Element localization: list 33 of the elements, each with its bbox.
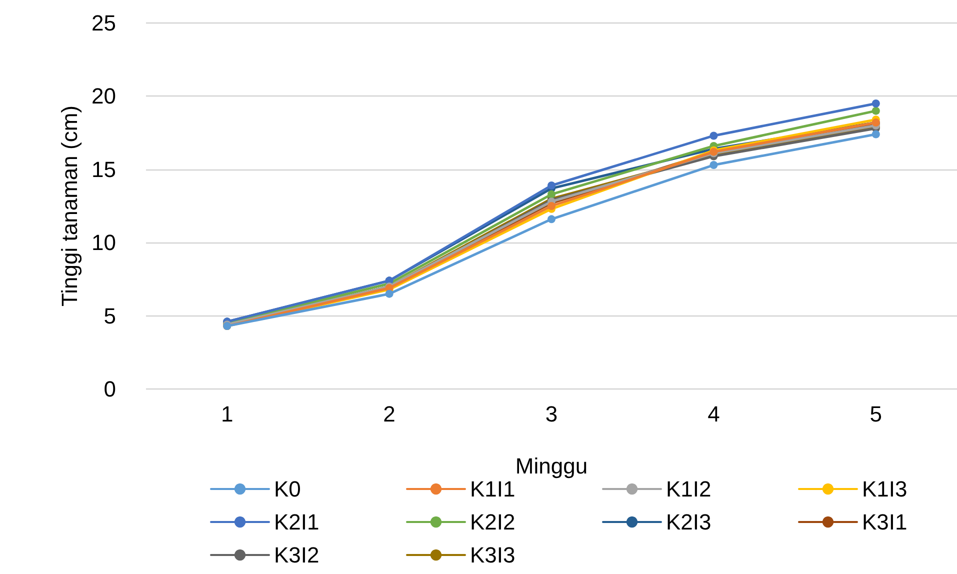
x-tick-label: 2 bbox=[383, 402, 396, 426]
legend-label: K3I3 bbox=[470, 542, 516, 568]
point bbox=[548, 215, 556, 224]
point bbox=[710, 132, 718, 140]
legend-label: K2I3 bbox=[666, 510, 712, 534]
x-tick-label: 5 bbox=[870, 402, 882, 426]
legend-label: K1I1 bbox=[470, 476, 516, 502]
point bbox=[385, 290, 394, 298]
legend-label: K3I1 bbox=[862, 510, 908, 534]
x-tick-label: 4 bbox=[708, 402, 720, 426]
point bbox=[548, 202, 556, 210]
x-axis-title: Minggu bbox=[515, 454, 588, 478]
y-tick-label: 20 bbox=[92, 84, 116, 109]
y-tick-label: 25 bbox=[92, 10, 116, 36]
x-tick-label: 1 bbox=[220, 402, 234, 426]
y-tick-label: 0 bbox=[104, 376, 116, 402]
point bbox=[548, 190, 556, 198]
x-tick-label: 3 bbox=[545, 402, 558, 426]
point bbox=[710, 161, 718, 170]
point bbox=[548, 182, 556, 190]
point bbox=[872, 106, 880, 115]
legend-label: K2I2 bbox=[470, 510, 516, 534]
legend-label: K3I2 bbox=[274, 542, 320, 568]
legend-label: K1I2 bbox=[666, 476, 712, 502]
legend-label: K2I1 bbox=[274, 510, 320, 534]
legend-label: K0 bbox=[274, 476, 301, 502]
y-tick-label: 10 bbox=[92, 230, 116, 256]
legend-label: K1I3 bbox=[862, 476, 908, 502]
y-axis-title: Tinggi tanaman (cm) bbox=[57, 106, 82, 306]
y-tick-label: 15 bbox=[92, 156, 116, 182]
point bbox=[872, 130, 880, 138]
point bbox=[872, 100, 880, 108]
y-tick-label: 5 bbox=[104, 303, 116, 328]
